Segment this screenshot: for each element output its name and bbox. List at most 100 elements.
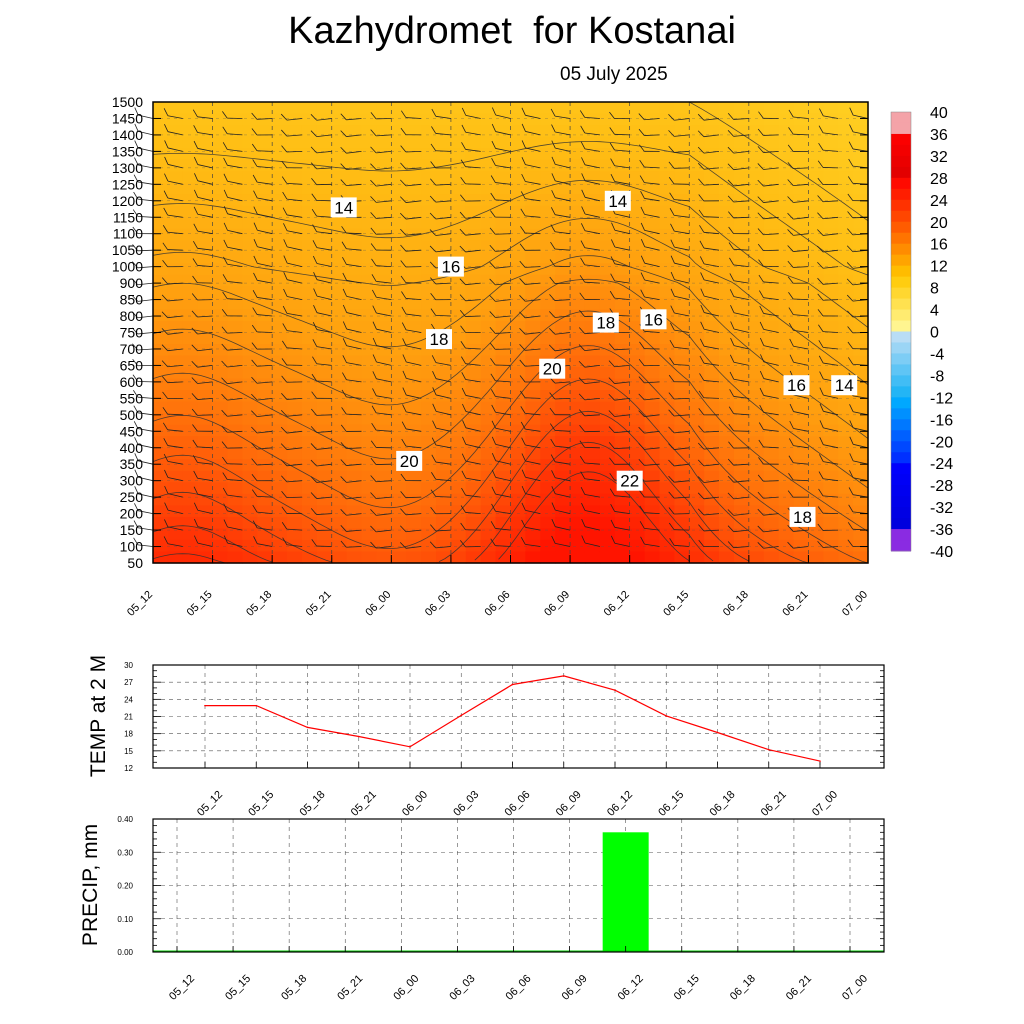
temperature-cell (644, 505, 661, 518)
temperature-cell (212, 390, 229, 403)
temperature-cell (153, 401, 169, 414)
wind-barb-shaft (674, 167, 690, 169)
wind-barb-shaft (167, 249, 183, 251)
wind-barb (432, 387, 451, 399)
temperature-cell (763, 159, 780, 172)
temperature-cell (242, 274, 258, 287)
wind-barb-feather (817, 245, 824, 253)
temperature-cell (748, 367, 765, 380)
temperature-cell (361, 505, 378, 518)
wind-barb-shaft (822, 167, 839, 169)
wind-barb-shaft (525, 348, 541, 351)
wind-barb-feather (668, 177, 675, 185)
wind-barb (489, 261, 511, 269)
temperature-cell (480, 459, 497, 472)
colorbar-swatch (891, 353, 911, 365)
wind-barb-feather (581, 519, 586, 527)
wind-barb-shaft (584, 348, 600, 351)
temperature-cell (719, 102, 735, 115)
temperature-cell (495, 332, 512, 345)
colorbar-swatch (891, 287, 911, 300)
wind-barb-shaft (614, 463, 630, 465)
wind-barb-feather (727, 509, 734, 516)
wind-barb-feather (788, 455, 794, 463)
wind-barb (193, 156, 213, 169)
wind-barb (340, 476, 362, 483)
temperature-cell (674, 297, 690, 311)
temperature-cell (465, 240, 482, 253)
wind-barb-feather (191, 408, 198, 416)
temperature-cell (450, 159, 467, 172)
wind-barb (757, 179, 779, 187)
temperature-cell (331, 251, 348, 264)
wind-barb (639, 341, 660, 350)
temperature-cell (436, 516, 452, 530)
temperature-cell (421, 505, 437, 518)
wind-barb-feather (251, 359, 258, 367)
wind-barb (489, 311, 511, 318)
wind-barb-feather (818, 340, 824, 348)
temperature-cell (778, 447, 795, 460)
wind-barb-shaft (257, 262, 273, 267)
wind-barb (222, 274, 243, 284)
wind-barb (519, 278, 541, 285)
precip-x-tick-label: 06_18 (728, 973, 758, 1003)
wind-barb (132, 359, 154, 367)
wind-barb (370, 196, 392, 203)
wind-barb-feather (430, 277, 436, 285)
temperature-cell (853, 320, 869, 334)
wind-barb-shaft (138, 114, 154, 119)
temperature-cell (644, 182, 661, 195)
temperature-cell (197, 332, 214, 345)
wind-barb-shaft (465, 363, 481, 366)
temperature-cell (376, 171, 392, 184)
wind-barb-shaft (644, 398, 660, 401)
wind-barb-shaft (644, 296, 660, 300)
colorbar-label: 8 (930, 281, 939, 298)
wind-barb-feather (193, 535, 199, 544)
temperature-cell (838, 332, 854, 345)
temperature-cell (346, 102, 363, 115)
wind-barb (133, 174, 154, 185)
wind-barb (281, 176, 303, 185)
wind-barb (221, 393, 243, 401)
wind-barb-shaft (674, 183, 690, 185)
wind-barb (340, 146, 362, 154)
wind-barb (283, 255, 303, 267)
temperature-cell (436, 505, 452, 518)
temperature-cell (823, 528, 839, 541)
wind-barb-shaft (227, 315, 243, 317)
temperature-cell (674, 263, 690, 276)
wind-barb-feather (459, 278, 466, 285)
wind-barb-shaft (316, 279, 332, 284)
wind-barb-shaft (614, 447, 630, 450)
temperature-cell (242, 159, 258, 172)
wind-barb-shaft (614, 414, 630, 417)
temperature-cell (197, 102, 214, 115)
wind-barb-feather (699, 240, 705, 249)
wind-barb-shaft (346, 463, 362, 466)
temperature-cell (659, 551, 675, 564)
temperature-cell (495, 274, 512, 287)
wind-barb-feather (491, 436, 497, 445)
wind-barb-feather (847, 228, 854, 236)
wind-barb (668, 177, 690, 185)
wind-barb (728, 441, 749, 449)
wind-barb-feather (132, 374, 139, 382)
wind-barb-shaft (137, 181, 154, 185)
wind-barb-shaft (703, 496, 720, 500)
wind-barb-feather (370, 440, 377, 448)
temperature-cell (242, 309, 258, 322)
wind-barb-shaft (703, 118, 720, 121)
temperature-cell (674, 436, 690, 449)
wind-barb-feather (310, 476, 317, 483)
temperature-cell (614, 516, 631, 530)
temperature-cell (778, 182, 795, 195)
wind-barb-shaft (405, 233, 422, 236)
temperature-cell (436, 539, 452, 553)
temperature-cell (689, 459, 705, 472)
temperature-cell (570, 113, 586, 126)
contour-label-text: 16 (787, 376, 806, 395)
wind-barb-shaft (167, 131, 183, 136)
wind-barb (460, 159, 481, 169)
